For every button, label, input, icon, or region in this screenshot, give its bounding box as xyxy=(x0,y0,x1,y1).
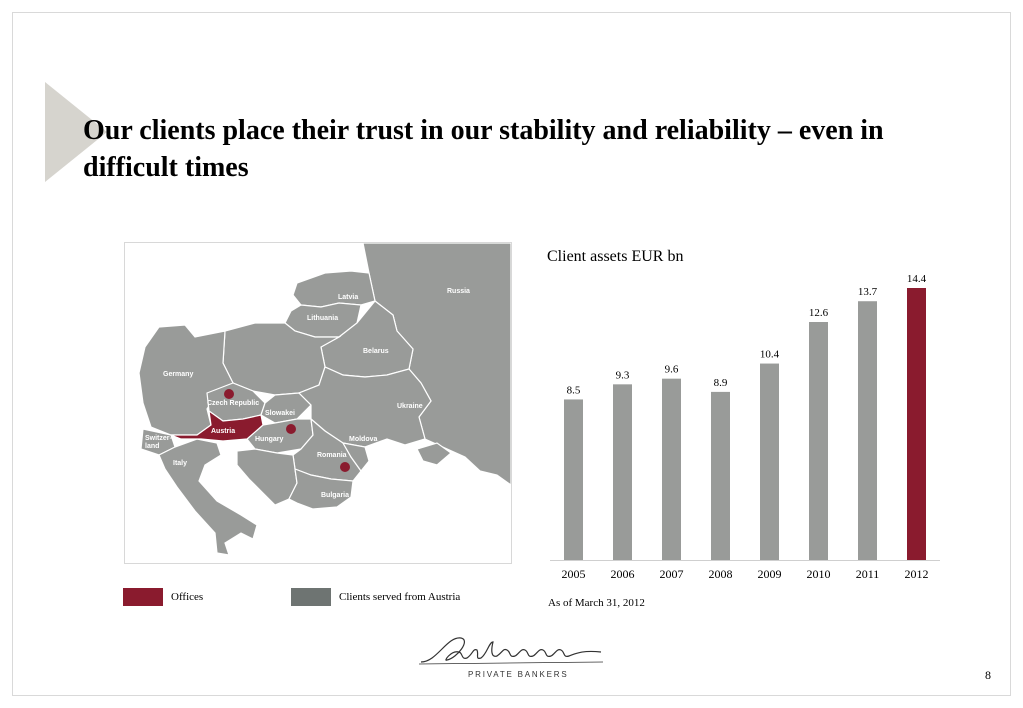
bar-2006 xyxy=(613,384,632,560)
data-label-2008: 8.9 xyxy=(714,377,728,389)
bar-2009 xyxy=(760,363,779,560)
slide-frame xyxy=(12,12,1011,696)
map-label-czech: Czech Republic xyxy=(207,400,259,407)
europe-map-graphic: Russia Latvia Lithuania Belarus Germany … xyxy=(138,243,511,556)
map-label-hungary: Hungary xyxy=(255,436,284,443)
legend-clients: Clients served from Austria xyxy=(291,588,460,606)
data-label-2011: 13.7 xyxy=(858,286,878,298)
data-label-2012: 14.4 xyxy=(907,273,927,285)
map-region-moldova xyxy=(341,442,370,472)
map-label-bulgaria: Bulgaria xyxy=(321,492,349,499)
tick-label-2009: 2009 xyxy=(758,567,782,581)
map-label-russia: Russia xyxy=(447,288,470,295)
map-region-bulgaria xyxy=(288,468,354,510)
tick-label-2008: 2008 xyxy=(709,567,733,581)
map-region-balkans xyxy=(236,448,298,506)
legend-offices: Offices xyxy=(123,588,203,606)
legend-clients-swatch xyxy=(291,588,331,606)
data-label-2010: 12.6 xyxy=(809,307,829,319)
europe-map: Russia Latvia Lithuania Belarus Germany … xyxy=(124,242,512,564)
tick-label-2007: 2007 xyxy=(660,567,684,581)
data-label-2009: 10.4 xyxy=(760,349,780,361)
tick-label-2010: 2010 xyxy=(807,567,831,581)
legend-offices-label: Offices xyxy=(171,591,204,603)
map-region-italy xyxy=(158,438,258,556)
page-title: Our clients place their trust in our sta… xyxy=(83,115,884,183)
map-label-belarus: Belarus xyxy=(363,348,389,355)
legend-clients-label: Clients served from Austria xyxy=(339,591,461,603)
map-region-latvia xyxy=(292,270,376,308)
map-label-italy: Italy xyxy=(173,460,187,467)
bar-2005 xyxy=(564,399,583,560)
data-label-2005: 8.5 xyxy=(567,384,581,396)
map-label-germany: Germany xyxy=(163,371,193,378)
office-dot-budapest xyxy=(286,424,296,434)
tick-label-2006: 2006 xyxy=(611,567,635,581)
legend-offices-swatch xyxy=(123,588,163,606)
office-dot-bucharest xyxy=(340,462,350,472)
bar-2011 xyxy=(858,301,877,560)
office-dot-prague xyxy=(224,389,234,399)
map-label-austria: Austria xyxy=(211,428,235,435)
map-label-moldova: Moldova xyxy=(349,436,377,443)
bar-2010 xyxy=(809,322,828,560)
map-label-lithuania: Lithuania xyxy=(307,315,338,322)
title-arrow-icon xyxy=(45,82,107,182)
logo-subtitle: PRIVATE BANKERS xyxy=(468,670,569,679)
map-label-switzerland: Switzer-land xyxy=(145,435,173,450)
page-number: 8 xyxy=(985,668,991,682)
client-assets-bar-chart: 8.5 2005 9.3 2006 9.6 2007 8.9 2008 10.4 2009 12.6… xyxy=(550,273,940,581)
tick-label-2005: 2005 xyxy=(562,567,586,581)
bar-2012 xyxy=(907,288,926,560)
map-label-romania: Romania xyxy=(317,452,347,459)
bar-2007 xyxy=(662,378,681,560)
chart-note: As of March 31, 2012 xyxy=(548,597,645,609)
map-label-slovakia: Slowakei xyxy=(265,410,295,417)
bar-2008 xyxy=(711,391,730,560)
chart-title: Client assets EUR bn xyxy=(547,248,684,265)
map-region-austria xyxy=(170,409,264,442)
map-region-germany xyxy=(138,324,234,436)
tick-label-2011: 2011 xyxy=(856,567,880,581)
map-region-crimea xyxy=(416,442,452,466)
gutmann-logo-signature xyxy=(418,637,604,665)
tick-label-2012: 2012 xyxy=(905,567,929,581)
map-label-latvia: Latvia xyxy=(338,294,358,301)
data-label-2006: 9.3 xyxy=(616,369,630,381)
map-label-ukraine: Ukraine xyxy=(397,403,423,410)
data-label-2007: 9.6 xyxy=(665,364,679,376)
